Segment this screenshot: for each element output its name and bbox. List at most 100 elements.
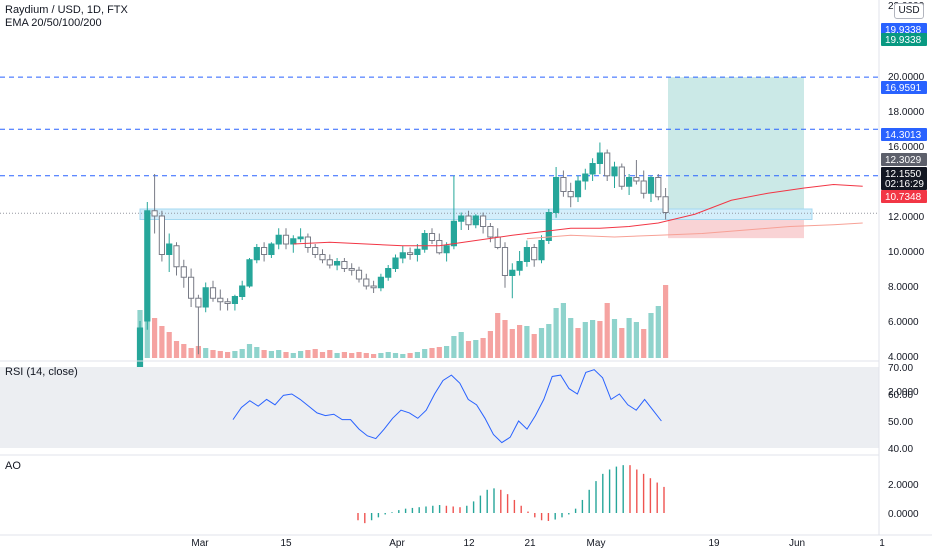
candle-body bbox=[509, 269, 516, 276]
time-tick-label: Jun bbox=[789, 538, 805, 549]
volume-bar bbox=[641, 329, 647, 358]
volume-bar bbox=[626, 318, 632, 358]
time-tick-label: 12 bbox=[463, 538, 475, 549]
candle-body bbox=[326, 259, 333, 266]
candle-body bbox=[334, 261, 341, 266]
candle-body bbox=[443, 245, 450, 254]
candle-body bbox=[217, 297, 224, 303]
candle-body bbox=[341, 261, 348, 269]
volume-bar bbox=[560, 303, 566, 358]
volume-bar bbox=[575, 328, 581, 358]
candle-body bbox=[151, 210, 158, 217]
volume-bar bbox=[327, 350, 333, 358]
profit-zone bbox=[668, 77, 804, 211]
volume-bar bbox=[465, 341, 472, 358]
position-zones[interactable] bbox=[0, 77, 879, 239]
candle-body bbox=[560, 177, 567, 192]
price-tick-label: 18.0000 bbox=[888, 107, 925, 118]
horizontal-levels[interactable] bbox=[0, 76, 879, 177]
candle-body bbox=[604, 152, 611, 177]
candle-body bbox=[611, 166, 618, 177]
time-tick-label: May bbox=[587, 538, 606, 549]
candle-body bbox=[421, 233, 428, 250]
volume-bar bbox=[509, 329, 515, 358]
chart-title: Raydium / USD, 1D, FTX bbox=[5, 4, 128, 16]
volume-bar bbox=[444, 346, 450, 358]
time-axis[interactable]: Mar 15 Apr 12 21 May 19 Jun 1 bbox=[191, 538, 885, 549]
candle-body bbox=[297, 236, 304, 240]
volume-bar bbox=[210, 350, 216, 358]
volume-bar bbox=[188, 348, 194, 358]
volume-bar bbox=[385, 352, 391, 358]
volume-bar bbox=[239, 349, 245, 358]
volume-bar bbox=[319, 352, 326, 358]
volume-bar bbox=[480, 338, 486, 358]
volume-bar bbox=[312, 349, 318, 358]
price-tag-label: 14.3013 bbox=[885, 130, 922, 141]
candle-body bbox=[582, 173, 589, 182]
volume-bar bbox=[232, 351, 238, 358]
rsi-panel[interactable] bbox=[0, 360, 879, 448]
volume-bar bbox=[371, 354, 377, 358]
time-tick-label: 15 bbox=[280, 538, 292, 549]
volume-bar bbox=[611, 319, 618, 358]
candle-body bbox=[574, 180, 582, 198]
candle-body bbox=[224, 301, 231, 304]
price-tag-label: 12.1550 bbox=[885, 169, 922, 180]
ao-legend[interactable]: AO bbox=[5, 460, 21, 472]
price-tag-current bbox=[881, 167, 927, 180]
volume-bar bbox=[349, 353, 355, 358]
candle-body bbox=[655, 177, 662, 198]
candle-body bbox=[662, 196, 669, 213]
volume-bar bbox=[356, 352, 362, 358]
volume-bar bbox=[341, 352, 347, 358]
candle-body bbox=[290, 238, 297, 245]
volume-bar bbox=[590, 320, 596, 358]
ema50-line bbox=[526, 222, 863, 240]
volume-bar bbox=[305, 350, 311, 358]
price-tag-label: 16.9591 bbox=[885, 83, 922, 94]
candle-body bbox=[494, 236, 501, 248]
rsi-tick-label: 70.00 bbox=[888, 363, 913, 374]
candle-body bbox=[516, 261, 523, 271]
ema-legend[interactable]: EMA 20/50/100/200 bbox=[5, 17, 102, 29]
candle-body bbox=[173, 245, 180, 268]
candle-body bbox=[618, 166, 625, 187]
price-tag-level bbox=[881, 128, 927, 141]
volume-bar bbox=[276, 350, 282, 358]
candle-body bbox=[370, 285, 377, 289]
candle-body bbox=[501, 247, 509, 276]
candlesticks bbox=[136, 142, 669, 386]
volume-bar bbox=[568, 318, 574, 358]
volume-bar bbox=[633, 322, 639, 358]
candle-body bbox=[633, 177, 640, 182]
candle-body bbox=[428, 233, 436, 241]
volume-bar bbox=[531, 334, 537, 358]
price-tag-level bbox=[881, 81, 927, 94]
volume-bar bbox=[648, 313, 654, 358]
volume-bar bbox=[473, 340, 479, 358]
price-axis[interactable]: 20.000018.000016.000014.000012.000010.00… bbox=[881, 1, 927, 520]
volume-bar bbox=[553, 308, 559, 358]
candle-body bbox=[377, 276, 384, 289]
candle-body bbox=[319, 254, 326, 261]
price-tag-target bbox=[881, 33, 927, 46]
rsi-tick-label: 60.00 bbox=[888, 390, 913, 401]
volume-bar bbox=[619, 328, 625, 358]
candle-body bbox=[399, 252, 406, 259]
currency-button[interactable]: USD bbox=[894, 3, 924, 19]
volume-bar bbox=[334, 353, 340, 358]
ao-panel[interactable] bbox=[0, 0, 932, 536]
volume-bar bbox=[166, 332, 172, 358]
time-tick-label: 1 bbox=[879, 538, 885, 549]
volume-bar bbox=[152, 318, 158, 358]
price-tick-label: 16.0000 bbox=[888, 142, 925, 153]
candle-body bbox=[239, 285, 246, 297]
rsi-legend[interactable]: RSI (14, close) bbox=[5, 366, 78, 378]
volume-bar bbox=[217, 351, 223, 358]
volume-bar bbox=[487, 331, 493, 358]
ema20-line bbox=[293, 183, 863, 247]
candle-body bbox=[640, 180, 647, 194]
volume-bar bbox=[392, 353, 399, 358]
